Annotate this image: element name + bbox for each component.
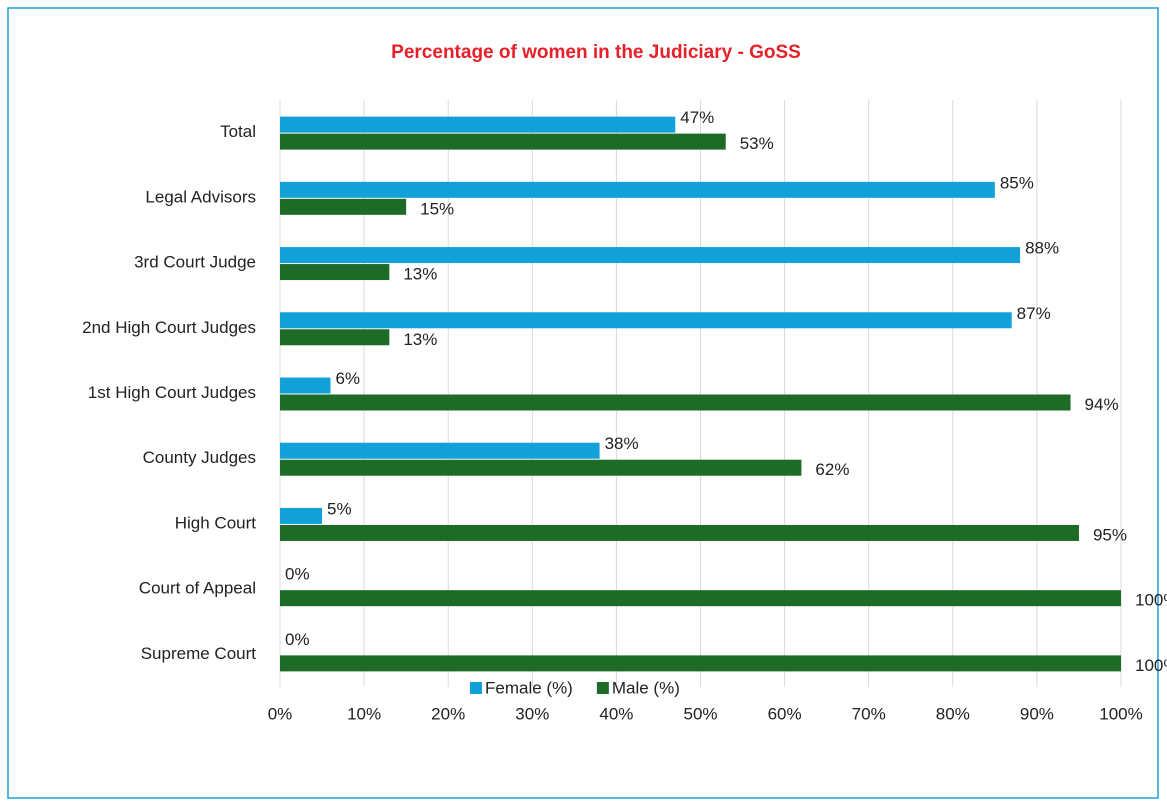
bar xyxy=(280,329,390,346)
bar xyxy=(280,247,1021,264)
data-label: 6% xyxy=(335,369,360,388)
data-label: 53% xyxy=(740,134,774,153)
x-tick-label: 90% xyxy=(1020,704,1054,723)
bar xyxy=(280,655,1121,672)
data-label: 85% xyxy=(1000,173,1034,192)
data-label: 13% xyxy=(403,330,437,349)
bar xyxy=(280,394,1071,411)
data-label: 94% xyxy=(1085,395,1119,414)
bar xyxy=(280,133,726,150)
data-label: 47% xyxy=(680,108,714,127)
chart-title: Percentage of women in the Judiciary - G… xyxy=(391,42,801,63)
x-tick-label: 80% xyxy=(936,704,970,723)
y-tick-label: 3rd Court Judge xyxy=(134,253,256,272)
bar xyxy=(280,507,323,524)
x-tick-label: 60% xyxy=(768,704,802,723)
data-label: 15% xyxy=(420,199,454,218)
legend-label: Female (%) xyxy=(485,678,573,697)
bar xyxy=(280,198,407,215)
data-label: 95% xyxy=(1093,525,1127,544)
data-label: 5% xyxy=(327,499,352,518)
x-tick-label: 30% xyxy=(515,704,549,723)
x-tick-label: 10% xyxy=(347,704,381,723)
y-tick-label: 2nd High Court Judges xyxy=(82,318,256,337)
y-tick-label: Supreme Court xyxy=(141,644,257,663)
x-tick-label: 40% xyxy=(599,704,633,723)
data-label: 0% xyxy=(285,630,310,649)
x-tick-label: 0% xyxy=(268,704,293,723)
y-tick-label: Legal Advisors xyxy=(145,187,256,206)
y-tick-label: Total xyxy=(220,122,256,141)
x-tick-label: 50% xyxy=(683,704,717,723)
data-label: 0% xyxy=(285,565,310,584)
data-label: 13% xyxy=(403,265,437,284)
y-tick-label: County Judges xyxy=(143,448,256,467)
legend-swatch xyxy=(596,682,609,694)
bar xyxy=(280,442,600,459)
y-tick-label: High Court xyxy=(175,513,257,532)
bar xyxy=(280,524,1079,541)
bar xyxy=(280,264,390,281)
bar xyxy=(280,377,331,394)
legend-label: Male (%) xyxy=(612,678,680,697)
x-tick-label: 20% xyxy=(431,704,465,723)
data-label: 100% xyxy=(1135,591,1167,610)
data-label: 38% xyxy=(605,434,639,453)
data-label: 62% xyxy=(815,460,849,479)
bar xyxy=(280,116,676,133)
data-label: 88% xyxy=(1025,239,1059,258)
data-label: 100% xyxy=(1135,656,1167,675)
x-tick-label: 70% xyxy=(852,704,886,723)
bar xyxy=(280,181,995,198)
data-label: 87% xyxy=(1017,304,1051,323)
legend-swatch xyxy=(470,682,482,694)
y-tick-label: 1st High Court Judges xyxy=(88,383,256,402)
y-tick-label: Court of Appeal xyxy=(139,579,256,598)
bar xyxy=(280,459,802,476)
bar xyxy=(280,312,1012,329)
bar xyxy=(280,590,1121,607)
x-tick-label: 100% xyxy=(1099,704,1142,723)
